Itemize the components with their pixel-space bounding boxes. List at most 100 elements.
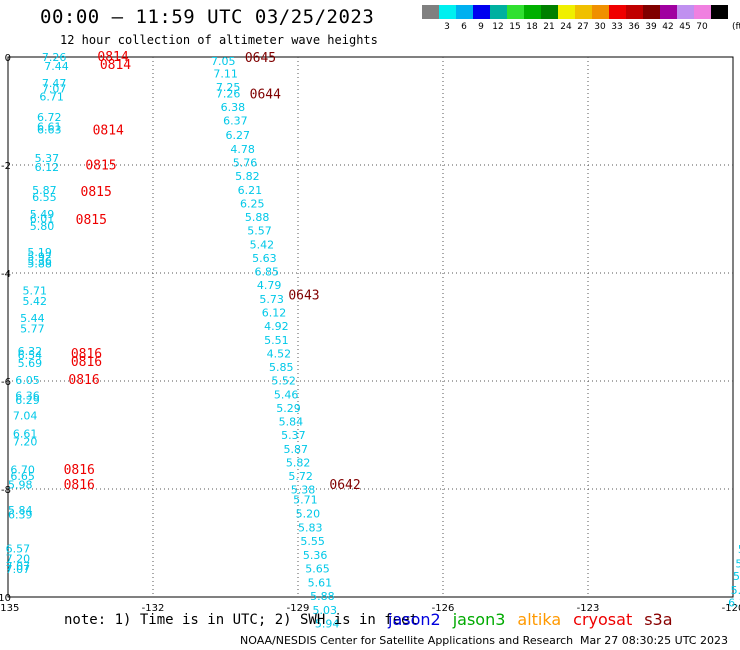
wave-height-label: 5.61 [308, 576, 333, 589]
color-swatch [456, 5, 473, 19]
color-swatch [592, 5, 609, 19]
wave-height-label: 5.84 [279, 416, 304, 429]
wave-height-label: 6.85 [255, 265, 280, 278]
wave-height-label: 6.71 [39, 90, 64, 103]
wave-height-label: 5.42 [250, 238, 275, 251]
pass-time-label: 0642 [329, 478, 360, 493]
wave-height-label: 5.55 [300, 535, 325, 548]
wave-height-label: 5.46 [274, 389, 299, 402]
y-tick-label: -2 [1, 161, 11, 172]
y-tick-label: -8 [1, 485, 11, 496]
x-tick-label: -132 [142, 603, 165, 614]
units-note: note: 1) Time is in UTC; 2) SWH is in fe… [64, 612, 419, 628]
wave-height-label: 6.63 [37, 123, 62, 136]
wave-height-label: 5.80 [30, 220, 55, 233]
wave-height-label: 5.88 [310, 590, 335, 603]
color-scale-tick: 30 [594, 22, 606, 32]
color-scale-tick: 6 [461, 22, 467, 32]
wave-height-label: 6.55 [32, 191, 57, 204]
wave-height-label: 5.38 [291, 484, 316, 497]
generation-timestamp: Mar 27 08:30:25 UTC 2023 [580, 634, 728, 647]
pass-time-label: 0644 [250, 88, 281, 103]
x-tick-label: -129 [287, 603, 310, 614]
wave-height-label: 5.87 [32, 184, 57, 197]
pass-time-label: 0814 [100, 58, 131, 73]
wave-height-label: 5.03 [313, 604, 338, 617]
wave-height-label: 5.71 [23, 284, 48, 297]
wave-height-label: 5.94 [315, 617, 340, 630]
wave-height-label: 5.52 [271, 374, 296, 387]
wave-height-label: 5.37 [281, 429, 306, 442]
color-scale-tick: 42 [662, 22, 674, 32]
wave-height-label: 7.04 [13, 410, 38, 423]
y-tick-label: -6 [1, 377, 11, 388]
wave-height-label: 7.44 [44, 60, 69, 73]
color-scale-tick: 45 [679, 22, 691, 32]
color-scale-tick: 21 [543, 22, 555, 32]
wave-height-label: 5.84 [8, 504, 33, 517]
color-swatch [711, 5, 728, 19]
pass-time-label: 0814 [93, 123, 124, 138]
pass-time-label: 0816 [64, 463, 95, 478]
color-scale-tick: 27 [577, 22, 589, 32]
legend-item-altika: altika [517, 610, 562, 629]
color-swatch [660, 5, 677, 19]
wave-height-label: 5.73 [731, 584, 740, 597]
wave-height-label: 6.17 [728, 596, 740, 609]
chart-subtitle: 12 hour collection of altimeter wave hei… [60, 33, 378, 47]
wave-height-label: 5.49 [30, 208, 55, 221]
wave-height-label: 5.77 [20, 323, 45, 336]
wave-height-label: 7.20 [13, 435, 38, 448]
color-swatch [558, 5, 575, 19]
color-swatch [541, 5, 558, 19]
wave-height-label: 6.29 [15, 394, 40, 407]
pass-time-label: 0816 [71, 347, 102, 362]
wave-height-label: 6.12 [35, 161, 60, 174]
wave-height-label: 5.18 [733, 570, 740, 583]
pass-time-label: 0815 [81, 185, 112, 200]
pass-time-label: 0816 [71, 355, 102, 370]
color-swatch [473, 5, 490, 19]
color-swatch [439, 5, 456, 19]
wave-height-label: 5.87 [284, 443, 309, 456]
wave-height-label: 5.82 [286, 457, 311, 470]
plot-frame [7, 56, 734, 598]
x-tick-label: -135 [0, 603, 19, 614]
wave-height-label: 7.25 [216, 81, 241, 94]
wave-height-label: 7.07 [42, 82, 66, 95]
wave-height-label: 5.88 [245, 211, 269, 224]
y-tick-label: -4 [1, 269, 11, 280]
color-scale-tick: 12 [492, 22, 504, 32]
wave-height-label: 5.72 [288, 470, 313, 483]
color-swatch [422, 5, 439, 19]
wave-height-label: 5.71 [293, 493, 318, 506]
wave-height-label: 6.65 [10, 470, 35, 483]
wave-height-label: 5.73 [259, 293, 284, 306]
pass-time-label: 0815 [85, 158, 116, 173]
wave-height-label: 7.07 [6, 563, 31, 576]
wave-height-label: 6.72 [37, 111, 62, 124]
legend-item-jason2: jason2 [388, 610, 441, 629]
wave-height-label: 6.57 [6, 542, 31, 555]
y-tick-label: -10 [0, 593, 11, 604]
wave-height-label: 7.47 [42, 77, 66, 90]
wave-height-label: 6.25 [240, 197, 265, 210]
wave-height-label: 6.21 [238, 184, 262, 197]
color-scale-tick: 3 [444, 22, 450, 32]
wave-height-label: 5.19 [27, 246, 52, 259]
x-tick-label: -120 [722, 603, 740, 614]
wave-height-label: 5.44 [20, 312, 45, 325]
color-scale-tick: 18 [526, 22, 538, 32]
wave-height-label: 5.83 [298, 521, 323, 534]
wave-height-label: 7.20 [6, 553, 31, 566]
legend-item-jason3: jason3 [452, 610, 506, 629]
color-scale-tick: 39 [645, 22, 657, 32]
color-scale-unit: (ft) [732, 22, 740, 32]
color-swatch [677, 5, 694, 19]
pass-time-label: 0815 [76, 213, 107, 228]
wave-height-label: 6.01 [30, 212, 55, 225]
wave-height-label: 5.36 [27, 255, 52, 268]
wave-height-label: 5.57 [247, 224, 272, 237]
color-swatch [626, 5, 643, 19]
